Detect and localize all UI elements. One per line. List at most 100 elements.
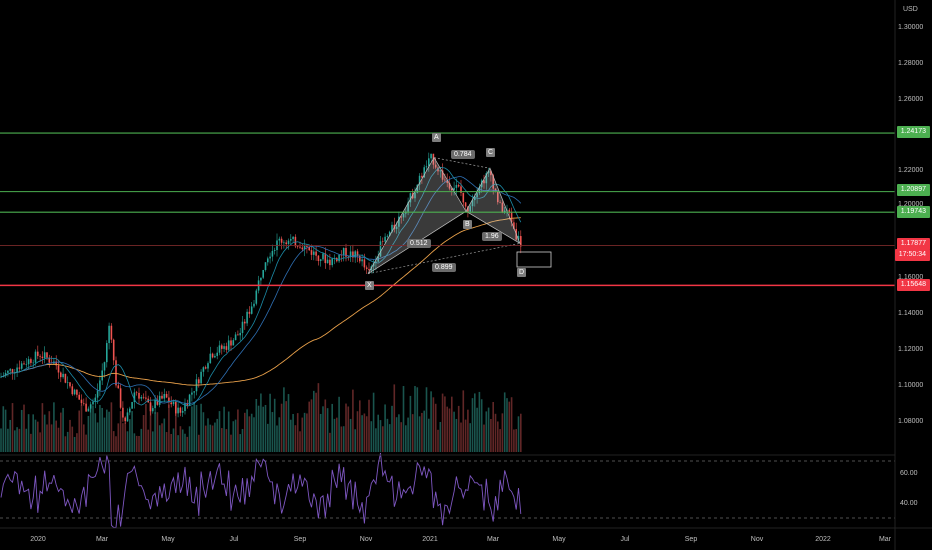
candle-body bbox=[165, 393, 168, 398]
candle-body bbox=[20, 363, 23, 369]
volume-bar bbox=[303, 412, 306, 452]
volume-bar bbox=[409, 395, 412, 452]
volume-bar bbox=[306, 413, 308, 452]
candle-body bbox=[122, 407, 124, 418]
volume-bar bbox=[448, 408, 451, 452]
volume-bar bbox=[241, 428, 244, 452]
volume-bar bbox=[57, 427, 60, 452]
volume-bar bbox=[18, 428, 21, 452]
volume-bar bbox=[163, 418, 166, 452]
candle-body bbox=[133, 392, 136, 403]
candle-body bbox=[439, 170, 442, 172]
volume-bar bbox=[283, 387, 285, 452]
volume-bar bbox=[25, 428, 28, 452]
candle-body bbox=[246, 311, 248, 324]
ratio-label-xad: 0.899 bbox=[432, 263, 456, 272]
candle-body bbox=[83, 403, 85, 404]
candle-body bbox=[352, 251, 354, 258]
volume-bar bbox=[365, 416, 368, 452]
candle-body bbox=[16, 367, 18, 373]
candle-body bbox=[211, 353, 214, 358]
candle-body bbox=[448, 182, 451, 189]
volume-bar bbox=[223, 406, 225, 452]
candle-body bbox=[64, 373, 67, 383]
volume-bars bbox=[0, 383, 522, 452]
candle-body bbox=[267, 258, 269, 263]
volume-bar bbox=[338, 396, 340, 452]
candle-body bbox=[207, 363, 209, 369]
volume-bar bbox=[184, 433, 186, 452]
volume-bar bbox=[41, 403, 44, 452]
candle-body bbox=[204, 367, 207, 369]
volume-bar bbox=[345, 403, 347, 452]
y-tick: 1.28000 bbox=[898, 60, 924, 67]
candle-body bbox=[119, 388, 122, 408]
candle-body bbox=[103, 362, 106, 371]
candle-body bbox=[464, 202, 467, 207]
candle-body bbox=[255, 290, 258, 304]
candle-body bbox=[4, 372, 7, 376]
volume-bar bbox=[48, 411, 51, 452]
volume-bar bbox=[506, 398, 508, 452]
y-tick: 1.30000 bbox=[898, 24, 924, 31]
candle-body bbox=[303, 245, 306, 250]
volume-bar bbox=[402, 386, 405, 452]
candle-body bbox=[227, 340, 230, 350]
volume-bar bbox=[434, 403, 437, 452]
candle-body bbox=[513, 222, 515, 229]
candle-body bbox=[430, 153, 432, 159]
candle-body bbox=[492, 175, 494, 189]
volume-bar bbox=[471, 398, 474, 452]
x-tick: 2020 bbox=[30, 536, 46, 543]
pattern-bcd bbox=[465, 167, 521, 245]
volume-bar bbox=[138, 435, 140, 452]
volume-bar bbox=[375, 428, 377, 452]
volume-bar bbox=[287, 394, 290, 452]
volume-bar bbox=[352, 389, 354, 452]
x-tick: May bbox=[161, 536, 175, 543]
volume-bar bbox=[179, 426, 182, 452]
candle-body bbox=[193, 391, 195, 393]
volume-bar bbox=[405, 425, 407, 452]
candle-body bbox=[57, 365, 60, 373]
volume-bar bbox=[14, 430, 16, 452]
volume-bar bbox=[64, 436, 67, 452]
y-tick: 1.22000 bbox=[898, 167, 924, 174]
moving-average-long bbox=[0, 217, 521, 386]
volume-bar bbox=[181, 429, 184, 452]
level-tag-3: 1.19743 bbox=[896, 206, 930, 218]
candle-body bbox=[198, 379, 200, 384]
candle-body bbox=[457, 185, 460, 187]
volume-bar bbox=[250, 413, 253, 452]
candle-body bbox=[416, 184, 419, 193]
volume-bar bbox=[437, 429, 439, 452]
candle-body bbox=[395, 226, 398, 229]
x-tick: Nov bbox=[359, 536, 373, 543]
candle-body bbox=[115, 360, 117, 386]
horizontal-levels bbox=[0, 132, 895, 287]
candle-body bbox=[39, 355, 41, 357]
volume-bar bbox=[444, 396, 446, 452]
volume-bar bbox=[508, 401, 511, 452]
rsi-tick: 60.00 bbox=[900, 470, 918, 477]
candle-body bbox=[287, 240, 290, 245]
volume-bar bbox=[200, 403, 202, 452]
x-tick: Jul bbox=[229, 536, 239, 543]
candle-body bbox=[223, 346, 225, 349]
volume-bar bbox=[103, 417, 106, 452]
candle-body bbox=[398, 216, 400, 227]
volume-bar bbox=[106, 409, 108, 452]
candle-body bbox=[474, 197, 476, 201]
candle-body bbox=[43, 352, 46, 359]
volume-bar bbox=[483, 424, 485, 452]
volume-bar bbox=[377, 414, 379, 452]
x-tick: Mar bbox=[486, 536, 500, 543]
volume-bar bbox=[133, 433, 136, 452]
candle-body bbox=[175, 401, 177, 414]
candle-body bbox=[170, 402, 172, 405]
volume-bar bbox=[430, 391, 432, 452]
volume-bar bbox=[363, 413, 366, 452]
volume-bar bbox=[278, 417, 281, 452]
volume-bar bbox=[27, 414, 30, 452]
